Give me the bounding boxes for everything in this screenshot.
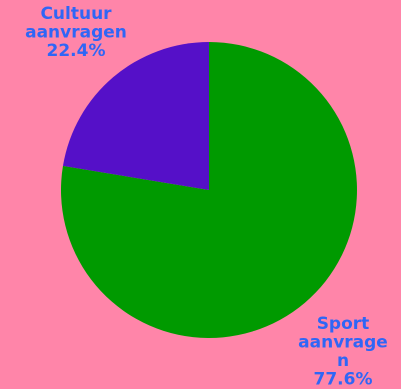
slice-labels: Sport aanvrage n 77.6%Cultuur aanvragen 22.4% bbox=[25, 4, 388, 389]
slice-label-0: Sport aanvrage n 77.6% bbox=[298, 314, 388, 389]
slice-name-line: Sport bbox=[317, 314, 370, 334]
pie-slice-1 bbox=[62, 42, 209, 190]
slice-name-line: n bbox=[337, 351, 349, 371]
pie-slice-0 bbox=[60, 42, 357, 339]
pie-slices bbox=[60, 42, 357, 339]
slice-name-line: aanvragen bbox=[25, 23, 127, 43]
slice-name-line: aanvrage bbox=[298, 333, 388, 353]
slice-label-1: Cultuur aanvragen 22.4% bbox=[25, 4, 127, 61]
slice-value-label: 22.4% bbox=[47, 41, 106, 61]
slice-name-line: Cultuur bbox=[40, 4, 112, 24]
slice-value-label: 77.6% bbox=[314, 370, 373, 389]
